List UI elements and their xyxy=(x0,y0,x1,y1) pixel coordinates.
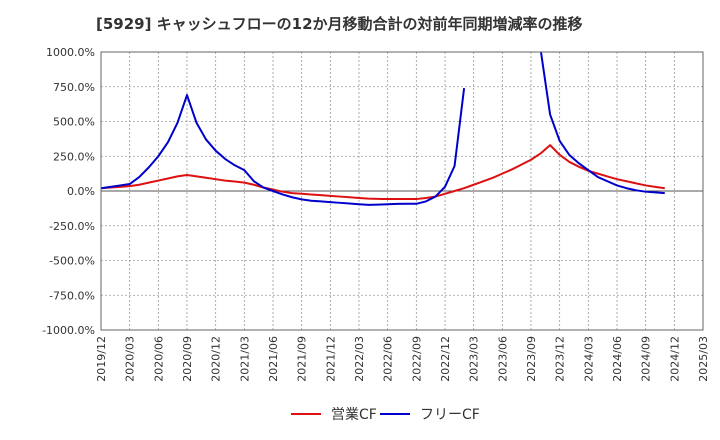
y-tick-label: -500.0% xyxy=(49,255,95,268)
x-tick-label: 2021/06 xyxy=(267,336,280,382)
x-tick-label: 2023/12 xyxy=(554,336,567,382)
plot-area-frame xyxy=(100,51,704,331)
series-lines xyxy=(101,52,665,206)
y-tick-label: 750.0% xyxy=(53,81,95,94)
x-tick-label: 2020/12 xyxy=(210,336,223,382)
x-tick-label: 2024/12 xyxy=(668,336,681,382)
x-axis-ticks: 2019/12 2020/03 2020/06 2020/09 2020/12 2021/… xyxy=(95,336,710,382)
series-line-operating-cf xyxy=(101,144,665,201)
series-line-free-cf-segment-2 xyxy=(539,52,665,195)
x-tick-label: 2019/12 xyxy=(95,336,108,382)
x-tick-label: 2020/09 xyxy=(181,336,194,382)
chart-title: [5929] キャッシュフローの12か月移動合計の対前年同期増減率の推移 xyxy=(96,15,583,33)
y-axis-ticks: 1000.0% 750.0% 500.0% 250.0% 0.0% -250.0% -500… xyxy=(42,46,95,337)
x-tick-label: 2020/06 xyxy=(152,336,165,382)
y-tick-label: 500.0% xyxy=(53,116,95,129)
y-tick-label: -250.0% xyxy=(49,220,95,233)
y-tick-label: 0.0% xyxy=(67,185,95,198)
x-tick-label: 2022/12 xyxy=(439,336,452,382)
y-tick-label: 250.0% xyxy=(53,150,95,163)
legend: 営業CF フリーCF xyxy=(291,407,480,423)
series-line-free-cf-segment-1 xyxy=(101,88,466,206)
x-tick-label: 2020/03 xyxy=(124,336,137,382)
y-tick-label: -750.0% xyxy=(49,289,95,302)
x-tick-label: 2023/09 xyxy=(525,336,538,382)
grid xyxy=(101,51,703,331)
x-tick-label: 2022/09 xyxy=(410,336,423,382)
x-tick-label: 2024/03 xyxy=(582,336,595,382)
x-tick-label: 2024/09 xyxy=(640,336,653,382)
legend-label-free-cf: フリーCF xyxy=(420,407,480,423)
y-tick-label: -1000.0% xyxy=(42,324,95,337)
x-tick-label: 2025/03 xyxy=(697,336,710,382)
x-tick-label: 2022/06 xyxy=(382,336,395,382)
x-tick-label: 2021/09 xyxy=(296,336,309,382)
x-tick-label: 2021/03 xyxy=(238,336,251,382)
x-tick-label: 2021/12 xyxy=(324,336,337,382)
x-tick-label: 2024/06 xyxy=(611,336,624,382)
x-tick-label: 2023/06 xyxy=(496,336,509,382)
x-tick-label: 2023/03 xyxy=(468,336,481,382)
x-tick-label: 2022/03 xyxy=(353,336,366,382)
y-tick-label: 1000.0% xyxy=(46,46,95,59)
legend-label-operating-cf: 営業CF xyxy=(331,407,377,423)
